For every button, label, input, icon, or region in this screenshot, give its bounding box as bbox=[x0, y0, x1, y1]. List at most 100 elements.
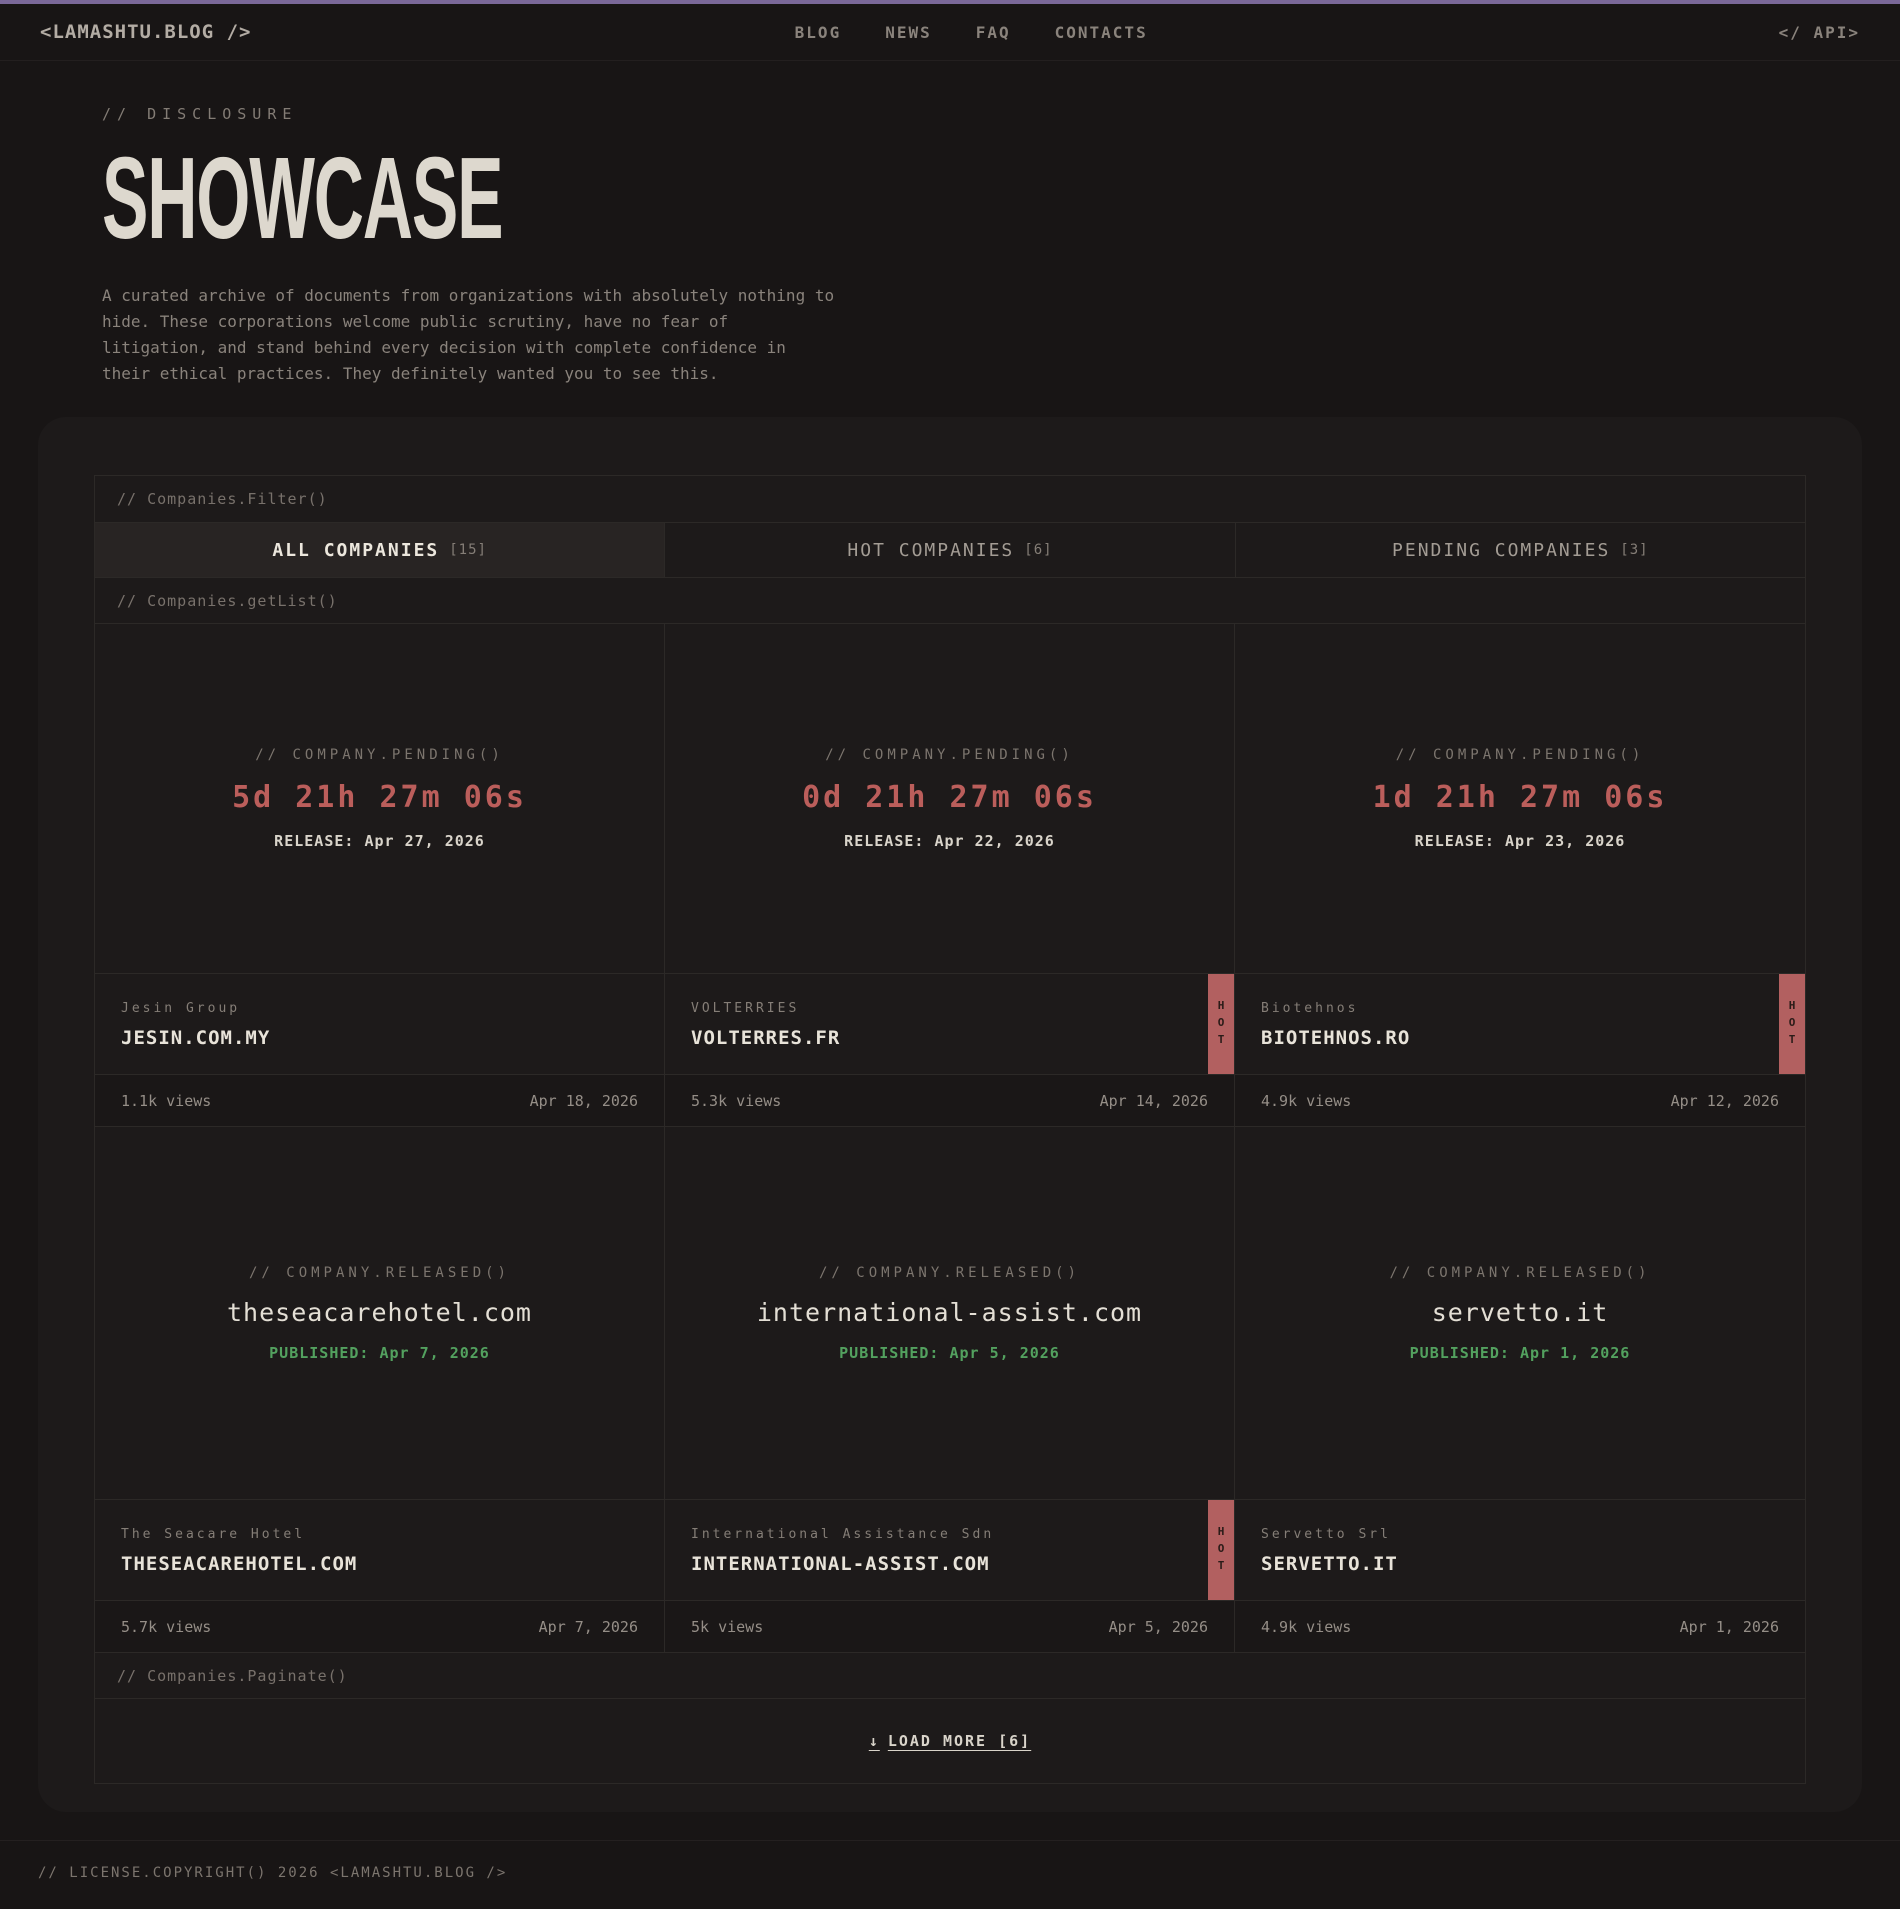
card-strip: International Assistance Sdn INTERNATION… bbox=[665, 1499, 1234, 1601]
company-card-volterres[interactable]: // COMPANY.PENDING() 0d 21h 27m 06s RELE… bbox=[665, 624, 1235, 1128]
companies-panel: // Companies.Filter() ALL COMPANIES [15]… bbox=[94, 475, 1806, 1785]
card-domain-display: servetto.it bbox=[1431, 1297, 1609, 1327]
card-release-date: RELEASE: Apr 22, 2026 bbox=[844, 832, 1055, 851]
nav-link-news[interactable]: NEWS bbox=[885, 22, 932, 42]
footer: // LICENSE.COPYRIGHT() 2026 <LAMASHTU.BL… bbox=[0, 1840, 1900, 1909]
card-views: 5.3k views bbox=[691, 1091, 782, 1110]
card-strip: Biotehnos BIOTEHNOS.RO HOT bbox=[1235, 973, 1805, 1075]
company-card-servetto[interactable]: // COMPANY.RELEASED() servetto.it PUBLIS… bbox=[1235, 1127, 1805, 1653]
nav-api-link[interactable]: </ API> bbox=[1778, 22, 1860, 42]
getlist-code-label: // Companies.getList() bbox=[95, 577, 1805, 623]
card-meta: 4.9k views Apr 12, 2026 bbox=[1235, 1074, 1805, 1127]
card-company-label: The Seacare Hotel bbox=[121, 1527, 306, 1543]
card-company-label: International Assistance Sdn bbox=[691, 1527, 995, 1543]
nav-link-blog[interactable]: BLOG bbox=[794, 22, 842, 42]
card-strip: The Seacare Hotel THESEACAREHOTEL.COM bbox=[95, 1499, 664, 1600]
down-arrow-icon: ↓ bbox=[868, 1732, 880, 1751]
card-domain-name: SERVETTO.IT bbox=[1261, 1553, 1398, 1576]
card-company-label: VOLTERRIES bbox=[691, 1001, 800, 1017]
card-views: 1.1k views bbox=[121, 1091, 212, 1110]
companies-grid: // COMPANY.PENDING() 5d 21h 27m 06s RELE… bbox=[95, 623, 1805, 1653]
paginate-code-label: // Companies.Paginate() bbox=[95, 1652, 1805, 1698]
card-status-label: // COMPANY.RELEASED() bbox=[1389, 1264, 1651, 1281]
tab-label: HOT COMPANIES bbox=[847, 539, 1015, 561]
filter-code-label: // Companies.Filter() bbox=[117, 490, 328, 509]
card-views: 4.9k views bbox=[1261, 1617, 1352, 1636]
card-date: Apr 18, 2026 bbox=[529, 1091, 638, 1110]
page-title: SHOWCASE bbox=[102, 133, 503, 263]
card-domain-display: international-assist.com bbox=[756, 1297, 1143, 1327]
card-date: Apr 7, 2026 bbox=[538, 1617, 638, 1636]
hero-description-line: their ethical practices. They definitely… bbox=[102, 364, 719, 384]
hot-badge: HOT bbox=[1779, 974, 1805, 1075]
card-domain-name: JESIN.COM.MY bbox=[121, 1027, 271, 1050]
nav-links: BLOG NEWS FAQ CONTACTS bbox=[795, 4, 1148, 60]
card-thumb: // COMPANY.RELEASED() servetto.it PUBLIS… bbox=[1235, 1127, 1805, 1499]
card-domain-name: THESEACAREHOTEL.COM bbox=[121, 1553, 358, 1576]
card-meta: 5.7k views Apr 7, 2026 bbox=[95, 1600, 664, 1653]
tab-count: [15] bbox=[449, 542, 487, 559]
hero-section: // DISCLOSURE SHOWCASE A curated archive… bbox=[0, 61, 1900, 413]
top-nav: <LAMASHTU.BLOG /> BLOG NEWS FAQ CONTACTS… bbox=[0, 4, 1900, 61]
hero-description-line: hide. These corporations welcome public … bbox=[102, 312, 729, 332]
card-views: 5k views bbox=[691, 1617, 764, 1636]
company-card-theseacarehotel[interactable]: // COMPANY.RELEASED() theseacarehotel.co… bbox=[95, 1127, 665, 1653]
card-published-date: PUBLISHED: Apr 5, 2026 bbox=[839, 1343, 1060, 1362]
card-domain-name: BIOTEHNOS.RO bbox=[1261, 1027, 1411, 1050]
hot-badge: HOT bbox=[1208, 974, 1234, 1075]
card-status-label: // COMPANY.PENDING() bbox=[825, 747, 1074, 764]
company-card-biotehnos[interactable]: // COMPANY.PENDING() 1d 21h 27m 06s RELE… bbox=[1235, 624, 1805, 1128]
load-more-button[interactable]: ↓ LOAD MORE [6] bbox=[869, 1732, 1031, 1750]
nav-link-faq[interactable]: FAQ bbox=[975, 22, 1011, 42]
hero-description-line: litigation, and stand behind every decis… bbox=[102, 338, 786, 358]
card-company-label: Biotehnos bbox=[1261, 1001, 1359, 1017]
card-views: 5.7k views bbox=[121, 1617, 212, 1636]
card-date: Apr 14, 2026 bbox=[1099, 1091, 1208, 1110]
card-thumb: // COMPANY.RELEASED() theseacarehotel.co… bbox=[95, 1127, 664, 1499]
card-thumb: // COMPANY.RELEASED() international-assi… bbox=[665, 1127, 1234, 1499]
hot-badge: HOT bbox=[1208, 1500, 1234, 1601]
card-status-label: // COMPANY.PENDING() bbox=[255, 747, 504, 764]
card-published-date: PUBLISHED: Apr 1, 2026 bbox=[1409, 1343, 1631, 1362]
card-date: Apr 5, 2026 bbox=[1108, 1617, 1208, 1636]
tab-label: ALL COMPANIES bbox=[272, 539, 440, 561]
card-date: Apr 1, 2026 bbox=[1679, 1617, 1779, 1636]
card-status-label: // COMPANY.PENDING() bbox=[1395, 747, 1645, 764]
hero-description: A curated archive of documents from orga… bbox=[102, 283, 1900, 387]
tab-count: [3] bbox=[1620, 542, 1649, 559]
card-date: Apr 12, 2026 bbox=[1670, 1091, 1779, 1110]
nav-link-contacts[interactable]: CONTACTS bbox=[1054, 22, 1148, 42]
card-meta: 5.3k views Apr 14, 2026 bbox=[665, 1074, 1234, 1127]
hero-description-line: A curated archive of documents from orga… bbox=[102, 286, 835, 306]
card-views: 4.9k views bbox=[1261, 1091, 1352, 1110]
card-domain-display: theseacarehotel.com bbox=[227, 1297, 532, 1327]
card-release-date: RELEASE: Apr 27, 2026 bbox=[274, 832, 485, 851]
filter-tabs: ALL COMPANIES [15] HOT COMPANIES [6] PEN… bbox=[95, 522, 1805, 578]
card-countdown: 1d 21h 27m 06s bbox=[1372, 780, 1668, 816]
tab-count: [6] bbox=[1024, 542, 1053, 559]
card-meta: 4.9k views Apr 1, 2026 bbox=[1235, 1600, 1805, 1653]
company-card-international-assist[interactable]: // COMPANY.RELEASED() international-assi… bbox=[665, 1127, 1235, 1653]
tab-hot-companies[interactable]: HOT COMPANIES [6] bbox=[664, 523, 1234, 578]
card-thumb: // COMPANY.PENDING() 0d 21h 27m 06s RELE… bbox=[665, 624, 1234, 973]
card-strip: Servetto Srl SERVETTO.IT bbox=[1235, 1499, 1805, 1600]
top-accent-bar bbox=[0, 0, 1900, 4]
card-status-label: // COMPANY.RELEASED() bbox=[248, 1264, 510, 1281]
card-meta: 1.1k views Apr 18, 2026 bbox=[95, 1074, 664, 1127]
site-logo[interactable]: <LAMASHTU.BLOG /> bbox=[40, 21, 252, 43]
card-strip: VOLTERRIES VOLTERRES.FR HOT bbox=[665, 973, 1234, 1075]
card-status-label: // COMPANY.RELEASED() bbox=[818, 1264, 1080, 1281]
card-countdown: 5d 21h 27m 06s bbox=[232, 780, 527, 816]
card-thumb: // COMPANY.PENDING() 1d 21h 27m 06s RELE… bbox=[1235, 624, 1805, 973]
hero-kicker: // DISCLOSURE bbox=[102, 105, 298, 123]
tab-all-companies[interactable]: ALL COMPANIES [15] bbox=[95, 523, 665, 578]
card-thumb: // COMPANY.PENDING() 5d 21h 27m 06s RELE… bbox=[95, 624, 664, 973]
company-card-jesin[interactable]: // COMPANY.PENDING() 5d 21h 27m 06s RELE… bbox=[95, 624, 665, 1128]
tab-label: PENDING COMPANIES bbox=[1392, 539, 1611, 561]
card-published-date: PUBLISHED: Apr 7, 2026 bbox=[269, 1343, 490, 1362]
tab-pending-companies[interactable]: PENDING COMPANIES [3] bbox=[1234, 523, 1805, 578]
footer-copyright: // LICENSE.COPYRIGHT() 2026 <LAMASHTU.BL… bbox=[38, 1865, 508, 1881]
card-strip: Jesin Group JESIN.COM.MY bbox=[95, 973, 664, 1074]
card-meta: 5k views Apr 5, 2026 bbox=[665, 1600, 1234, 1653]
card-release-date: RELEASE: Apr 23, 2026 bbox=[1414, 832, 1626, 851]
